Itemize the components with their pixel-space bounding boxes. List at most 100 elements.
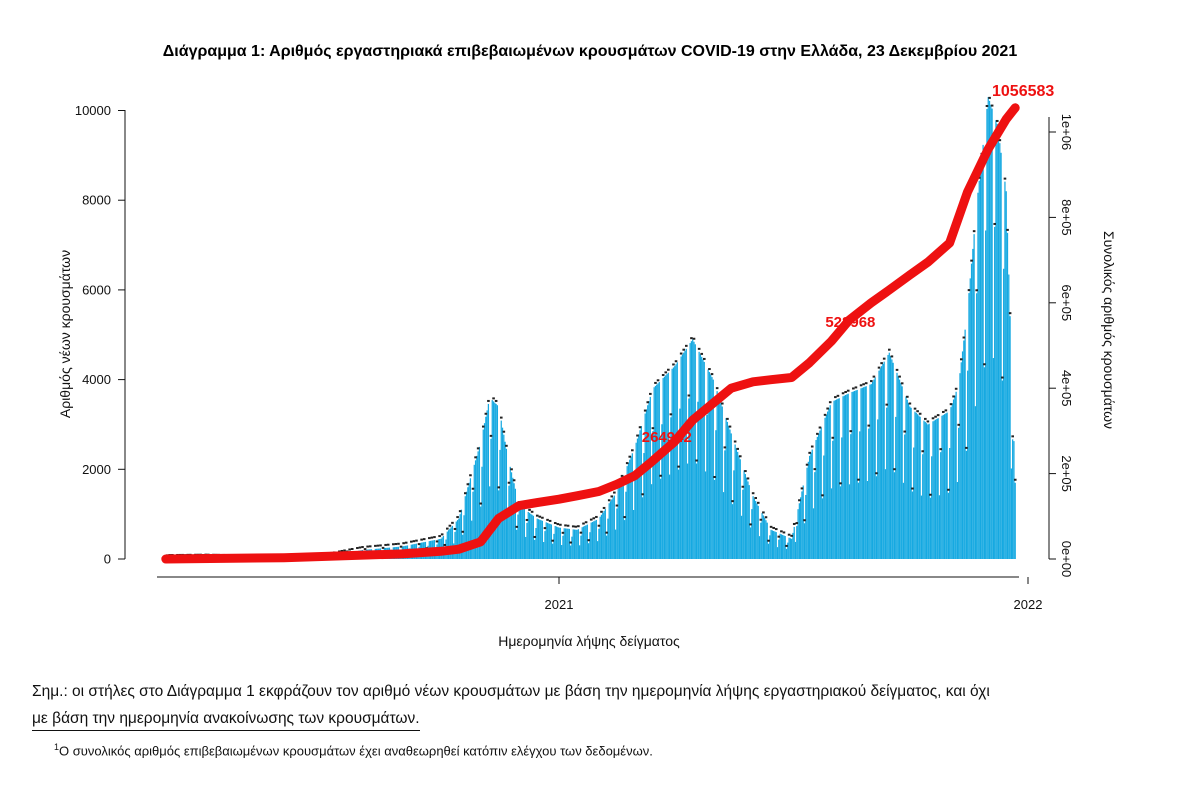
daily-value-mark [790,534,793,537]
daily-value-mark [638,426,642,429]
daily-value-mark [954,387,958,390]
left-y-axis: 0 2000 4000 6000 8000 10000 [75,103,126,567]
daily-bar [887,354,889,559]
daily-bar [780,534,782,559]
daily-bar [743,470,745,559]
daily-value-mark [458,510,462,513]
daily-value-mark [1006,228,1009,231]
daily-bar [1009,316,1011,559]
daily-value-mark [628,455,632,458]
daily-bar [514,488,517,559]
daily-bar [958,427,960,559]
daily-bar [698,351,700,559]
daily-value-mark [651,427,655,430]
daily-bar [643,453,645,559]
daily-bar [925,423,928,559]
daily-bar [787,542,789,559]
daily-bar [742,489,744,559]
daily-bar [590,522,592,559]
daily-bar [526,522,528,559]
daily-bar [591,521,594,559]
daily-value-mark [592,517,596,520]
daily-bar [722,492,725,559]
daily-bar [639,430,641,559]
daily-bar [794,541,797,559]
daily-bar [756,503,758,559]
y-tick-label: 8000 [82,193,111,208]
daily-bar [823,455,825,559]
daily-bar [974,406,977,559]
daily-bar [834,400,836,559]
daily-value-mark [564,524,567,527]
cumulative-annotation: 1056583 [992,83,1054,100]
daily-bar [580,535,582,559]
daily-bar [874,377,876,559]
daily-bar [449,528,451,559]
daily-bar [550,524,552,559]
daily-value-mark [900,382,904,385]
daily-bar [967,370,969,559]
daily-bar [878,370,880,559]
daily-bar [841,437,843,559]
daily-value-mark [756,501,760,504]
daily-bar [865,386,867,559]
daily-value-mark [754,497,757,500]
daily-bar [773,530,775,559]
daily-value-mark [921,450,925,453]
daily-value-mark [836,394,840,397]
daily-value-mark [949,403,953,406]
daily-value-mark [582,522,585,525]
daily-bar [835,399,838,559]
daily-bar [573,529,576,559]
daily-value-mark [636,434,639,437]
daily-bar [853,390,856,559]
daily-bar [796,526,798,559]
daily-value-mark [613,491,616,494]
daily-value-mark [952,395,955,398]
daily-bar [668,474,671,559]
daily-bar [744,474,747,559]
daily-value-mark [435,540,439,543]
daily-bar [914,411,916,559]
daily-bar [553,533,555,559]
daily-value-mark [846,389,850,392]
daily-bar [507,512,509,559]
daily-value-mark [975,289,979,292]
daily-bar [738,455,740,559]
daily-value-mark [957,423,961,426]
daily-bar [784,536,786,559]
daily-value-mark [885,403,889,406]
daily-bar [694,344,696,559]
daily-bar [961,351,964,559]
daily-bar [766,522,768,559]
daily-value-mark [625,462,629,465]
daily-value-mark [510,468,513,471]
daily-bar [713,479,716,559]
daily-value-mark [499,416,503,419]
daily-bar [662,378,664,559]
daily-bar [882,363,884,559]
daily-value-mark [872,375,876,378]
daily-bar [612,497,614,559]
daily-value-mark [569,541,572,544]
daily-bar [500,420,502,559]
daily-bar [994,226,996,559]
daily-value-mark [692,337,696,340]
daily-bar [879,368,881,559]
daily-bar [685,348,687,559]
daily-bar [747,481,749,559]
daily-value-mark [726,417,729,420]
daily-bar [505,448,508,559]
footnote: 1Ο συνολικός αριθμός επιβεβαιωμένων κρου… [54,742,653,758]
daily-bar [800,497,802,559]
daily-value-mark [738,455,742,458]
daily-value-mark [841,392,845,395]
daily-bar [720,402,722,559]
daily-bar [789,538,791,559]
daily-bar [1012,439,1014,559]
daily-bar [715,430,717,559]
daily-value-mark [888,348,891,351]
daily-bar [599,516,601,559]
daily-bar [855,390,857,559]
daily-value-mark [356,547,359,550]
